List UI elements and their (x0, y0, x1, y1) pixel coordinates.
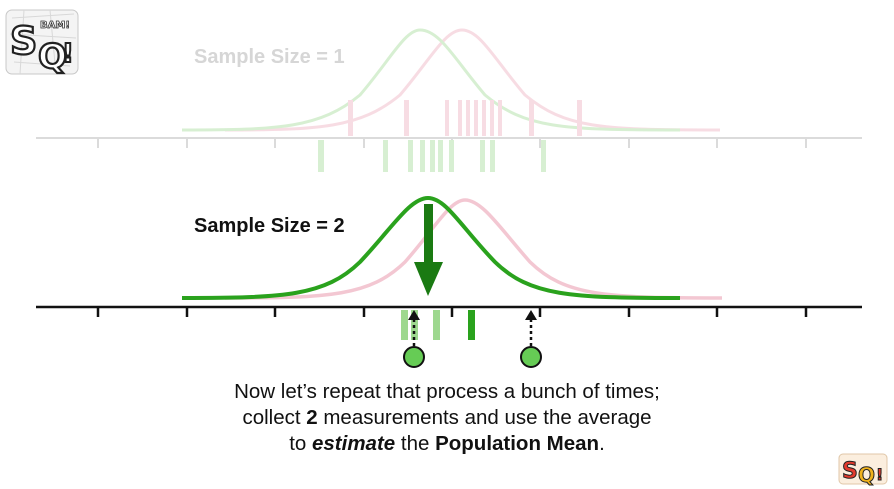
top-pink-bars (348, 100, 582, 136)
top-green-curve (181, 28, 681, 132)
top-sample-size-label: Sample Size = 1 (194, 46, 345, 68)
mean-bar-faint-3 (433, 310, 440, 340)
svg-text:Q: Q (858, 463, 875, 486)
mean-bar-current (468, 310, 475, 340)
caption-line-1: Now let’s repeat that process a bunch of… (234, 380, 660, 403)
statquest-logo-icon: S Q ! BAM! (5, 9, 79, 78)
main-sample-size-label: Sample Size = 2 (194, 215, 345, 237)
svg-text:BAM!: BAM! (40, 20, 70, 31)
main-axis-ticks (96, 307, 808, 317)
caption-line-2: collect 2 measurements and use the avera… (242, 406, 652, 429)
top-axis-ticks (97, 138, 807, 148)
svg-text:!: ! (62, 39, 74, 69)
mean-bar-faint-1 (401, 310, 408, 340)
estimated-green-curve (181, 195, 681, 300)
dotted-arrow-icon (408, 310, 420, 346)
population-pink-curve (224, 198, 723, 300)
svg-text:S: S (10, 19, 37, 63)
statquest-logo-icon: S Q ! (838, 453, 888, 486)
measurement-dot-icon (520, 346, 542, 368)
main-panel-sample-size-2 (36, 195, 862, 368)
down-arrow-icon (414, 204, 443, 296)
top-green-bars (318, 140, 546, 172)
measurement-dot-icon (403, 346, 425, 368)
svg-text:!: ! (876, 465, 883, 484)
caption: Now let’s repeat that process a bunch of… (0, 379, 894, 457)
caption-line-3: to estimate the Population Mean. (289, 432, 605, 455)
svg-text:Q: Q (38, 37, 67, 77)
svg-text:S: S (842, 459, 858, 484)
dotted-arrow-icon (525, 310, 537, 346)
top-pink-curve (224, 28, 721, 132)
top-panel-sample-size-1 (36, 28, 862, 172)
